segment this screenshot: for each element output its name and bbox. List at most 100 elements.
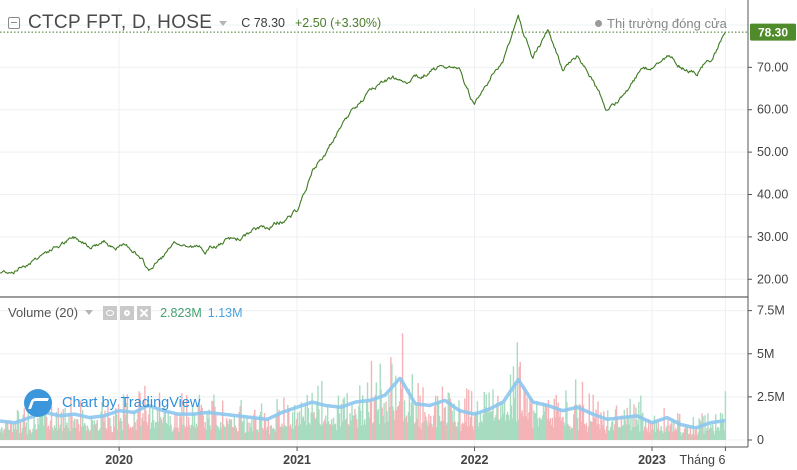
volume-bar	[369, 399, 372, 440]
volume-bar	[178, 431, 180, 440]
volume-bar	[469, 416, 472, 440]
volume-bar	[221, 428, 223, 440]
volume-bar	[263, 413, 266, 440]
volume-bar	[471, 426, 474, 440]
volume-bar	[722, 421, 725, 440]
chevron-down-icon[interactable]	[85, 310, 94, 315]
volume-bar	[649, 420, 652, 440]
volume-axis: 0 2.5M 5M 7.5M	[748, 304, 785, 447]
gear-icon[interactable]	[120, 305, 135, 320]
volume-bar	[452, 422, 454, 440]
volume-bar	[463, 424, 465, 440]
volume-bar	[125, 402, 128, 440]
volume-bar	[244, 433, 246, 440]
volume-bar	[570, 429, 572, 440]
volume-bar	[486, 409, 488, 440]
volume-bar	[243, 416, 245, 440]
volume-bar	[260, 403, 263, 440]
chevron-down-icon[interactable]	[219, 20, 228, 26]
volume-bar	[451, 410, 453, 440]
volume-bar	[64, 407, 66, 440]
volume-bar	[61, 430, 63, 440]
volume-bar	[153, 427, 156, 440]
volume-bar	[147, 425, 149, 440]
volume-bar	[654, 432, 657, 440]
price-tick-label: 50.00	[757, 145, 788, 159]
volume-bar	[234, 425, 237, 440]
eye-icon[interactable]	[103, 305, 118, 320]
volume-bar	[378, 423, 380, 440]
volume-bar	[485, 394, 487, 440]
volume-bar	[227, 424, 230, 440]
volume-bar	[493, 420, 495, 440]
volume-bar	[326, 423, 328, 440]
symbol-title[interactable]: CTCP FPT, D, HOSE	[28, 12, 213, 33]
volume-bar	[476, 401, 479, 440]
volume-bar	[393, 410, 395, 440]
volume-bar	[373, 400, 376, 440]
volume-bar	[145, 410, 147, 440]
volume-bar	[296, 412, 299, 440]
volume-bar	[51, 427, 54, 440]
volume-bar	[543, 411, 546, 440]
volume-bar	[538, 417, 541, 440]
volume-bar	[255, 419, 257, 440]
volume-bar	[511, 418, 514, 440]
volume-bar	[371, 423, 374, 440]
volume-bar	[648, 432, 651, 440]
volume-bar	[627, 415, 629, 440]
volume-bar	[115, 414, 118, 440]
volume-bar	[141, 417, 143, 440]
volume-bar	[590, 421, 592, 440]
volume-bar	[636, 419, 638, 440]
volume-title[interactable]: Volume (20)	[8, 305, 79, 320]
volume-bar	[3, 429, 5, 440]
tradingview-watermark[interactable]: Chart by TradingView	[24, 389, 200, 417]
volume-bar	[619, 427, 622, 440]
volume-bar	[249, 422, 251, 440]
volume-bar	[546, 418, 549, 440]
volume-bar	[466, 388, 468, 440]
volume-bar	[127, 423, 130, 440]
close-icon[interactable]	[137, 305, 152, 320]
volume-bar	[183, 401, 185, 440]
volume-bar	[80, 400, 82, 440]
volume-bar	[297, 425, 300, 440]
volume-bar	[340, 403, 343, 440]
volume-bar	[480, 421, 483, 440]
volume-bar	[556, 409, 558, 440]
volume-bar	[89, 430, 92, 440]
volume-bar	[598, 423, 600, 440]
volume-bar	[161, 422, 164, 440]
volume-bar	[285, 426, 287, 440]
volume-bar	[399, 378, 402, 440]
volume-bar	[406, 422, 409, 440]
volume-bar	[700, 421, 702, 440]
volume-bar	[273, 429, 275, 440]
collapse-icon[interactable]	[8, 17, 20, 29]
volume-bar	[568, 426, 570, 440]
volume-bar	[569, 425, 571, 440]
volume-bar	[398, 401, 401, 440]
volume-bar	[641, 414, 643, 440]
volume-bar	[655, 421, 658, 440]
volume-bar	[680, 435, 683, 440]
volume-bar	[591, 421, 593, 440]
volume-bar	[152, 419, 155, 440]
volume-bar	[246, 417, 248, 440]
volume-bar	[26, 434, 28, 440]
volume-bar	[101, 402, 103, 440]
volume-bar	[418, 426, 420, 440]
volume-bar	[506, 411, 509, 440]
volume-bar	[707, 413, 709, 440]
volume-bar	[381, 407, 383, 440]
volume-bar	[624, 419, 626, 440]
last-price-value: 78.30	[758, 25, 788, 39]
volume-bar	[9, 421, 12, 440]
volume-bar	[523, 385, 525, 440]
volume-bar	[310, 412, 312, 440]
volume-bar	[319, 423, 321, 440]
volume-bar	[294, 425, 297, 440]
volume-bar	[8, 429, 10, 440]
volume-bar	[611, 420, 614, 440]
